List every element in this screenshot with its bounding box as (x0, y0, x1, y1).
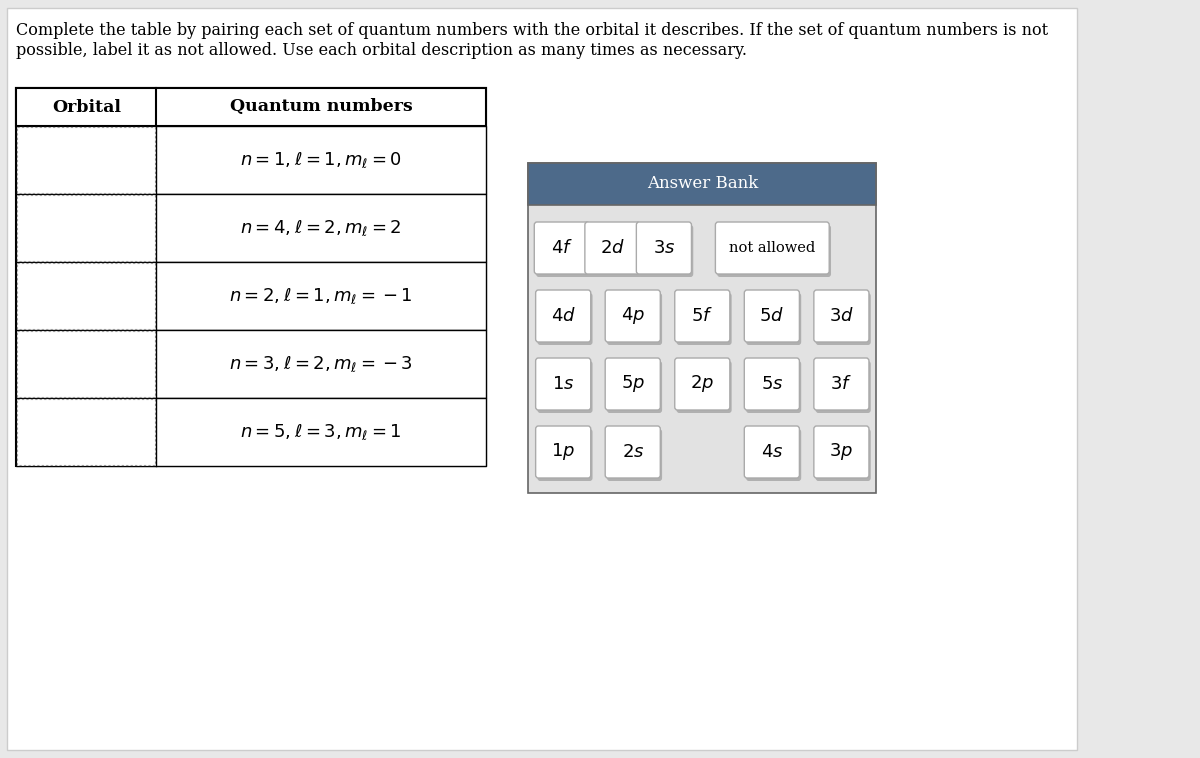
Bar (17, 331, 155, 397)
Text: $5\mathit{p}$: $5\mathit{p}$ (620, 374, 644, 394)
Bar (17, 88, 486, 126)
FancyBboxPatch shape (605, 426, 660, 478)
Bar (17, 399, 155, 465)
Text: $2\mathit{s}$: $2\mathit{s}$ (622, 443, 644, 461)
FancyBboxPatch shape (584, 222, 640, 274)
Text: $n = 1, \ell = 1, m_\ell = 0$: $n = 1, \ell = 1, m_\ell = 0$ (240, 150, 402, 170)
Text: Complete the table by pairing each set of quantum numbers with the orbital it de: Complete the table by pairing each set o… (17, 22, 1049, 39)
Bar (528, 163, 876, 493)
FancyBboxPatch shape (605, 290, 660, 342)
Text: possible, label it as not allowed. Use each orbital description as many times as: possible, label it as not allowed. Use e… (17, 42, 748, 59)
FancyBboxPatch shape (535, 290, 590, 342)
Text: $1\mathit{p}$: $1\mathit{p}$ (551, 441, 575, 462)
FancyBboxPatch shape (605, 358, 660, 410)
Text: $3\mathit{s}$: $3\mathit{s}$ (653, 239, 676, 257)
FancyBboxPatch shape (535, 358, 590, 410)
Text: $4\mathit{p}$: $4\mathit{p}$ (620, 305, 644, 327)
Bar (17, 126, 486, 194)
Text: $n = 2, \ell = 1, m_\ell = -1$: $n = 2, \ell = 1, m_\ell = -1$ (229, 286, 413, 306)
Text: $5\mathit{s}$: $5\mathit{s}$ (761, 375, 784, 393)
Text: $3\mathit{p}$: $3\mathit{p}$ (829, 441, 853, 462)
Text: $n = 5, \ell = 3, m_\ell = 1$: $n = 5, \ell = 3, m_\ell = 1$ (240, 422, 402, 442)
FancyBboxPatch shape (607, 361, 662, 413)
FancyBboxPatch shape (538, 361, 593, 413)
FancyBboxPatch shape (674, 290, 730, 342)
Bar (17, 88, 486, 466)
FancyBboxPatch shape (814, 426, 869, 478)
Text: $n = 4, \ell = 2, m_\ell = 2$: $n = 4, \ell = 2, m_\ell = 2$ (240, 218, 402, 238)
Text: $n = 3, \ell = 2, m_\ell = -3$: $n = 3, \ell = 2, m_\ell = -3$ (229, 354, 413, 374)
FancyBboxPatch shape (607, 293, 662, 345)
FancyBboxPatch shape (536, 225, 592, 277)
FancyBboxPatch shape (677, 361, 732, 413)
FancyBboxPatch shape (638, 225, 694, 277)
Bar (17, 195, 155, 261)
FancyBboxPatch shape (744, 358, 799, 410)
Text: Answer Bank: Answer Bank (647, 176, 758, 193)
FancyBboxPatch shape (744, 290, 799, 342)
Text: $3\mathit{d}$: $3\mathit{d}$ (829, 307, 854, 325)
Text: $4\mathit{f}$: $4\mathit{f}$ (551, 239, 572, 257)
FancyBboxPatch shape (814, 290, 869, 342)
FancyBboxPatch shape (636, 222, 691, 274)
Bar (17, 194, 486, 262)
FancyBboxPatch shape (535, 426, 590, 478)
Text: Orbital: Orbital (52, 99, 121, 115)
Text: $5\mathit{d}$: $5\mathit{d}$ (760, 307, 785, 325)
FancyBboxPatch shape (746, 293, 802, 345)
FancyBboxPatch shape (534, 222, 589, 274)
Text: $4\mathit{d}$: $4\mathit{d}$ (551, 307, 576, 325)
FancyBboxPatch shape (746, 429, 802, 481)
FancyBboxPatch shape (674, 358, 730, 410)
FancyBboxPatch shape (816, 293, 871, 345)
Text: $1\mathit{s}$: $1\mathit{s}$ (552, 375, 575, 393)
FancyBboxPatch shape (587, 225, 642, 277)
Bar (17, 263, 155, 329)
Bar (17, 127, 155, 193)
FancyBboxPatch shape (816, 429, 871, 481)
FancyBboxPatch shape (744, 426, 799, 478)
Bar (17, 262, 486, 330)
Text: $2\mathit{d}$: $2\mathit{d}$ (600, 239, 625, 257)
FancyBboxPatch shape (607, 429, 662, 481)
FancyBboxPatch shape (816, 361, 871, 413)
FancyBboxPatch shape (538, 293, 593, 345)
Bar (528, 163, 876, 205)
FancyBboxPatch shape (677, 293, 732, 345)
Text: not allowed: not allowed (730, 241, 816, 255)
Text: $4\mathit{s}$: $4\mathit{s}$ (761, 443, 784, 461)
Text: $2\mathit{p}$: $2\mathit{p}$ (690, 374, 714, 394)
FancyBboxPatch shape (718, 225, 832, 277)
FancyBboxPatch shape (814, 358, 869, 410)
Bar (17, 330, 486, 398)
Bar (17, 398, 486, 466)
FancyBboxPatch shape (746, 361, 802, 413)
FancyBboxPatch shape (715, 222, 829, 274)
Text: $3\mathit{f}$: $3\mathit{f}$ (830, 375, 852, 393)
FancyBboxPatch shape (538, 429, 593, 481)
Text: Quantum numbers: Quantum numbers (229, 99, 413, 115)
Text: $5\mathit{f}$: $5\mathit{f}$ (691, 307, 713, 325)
